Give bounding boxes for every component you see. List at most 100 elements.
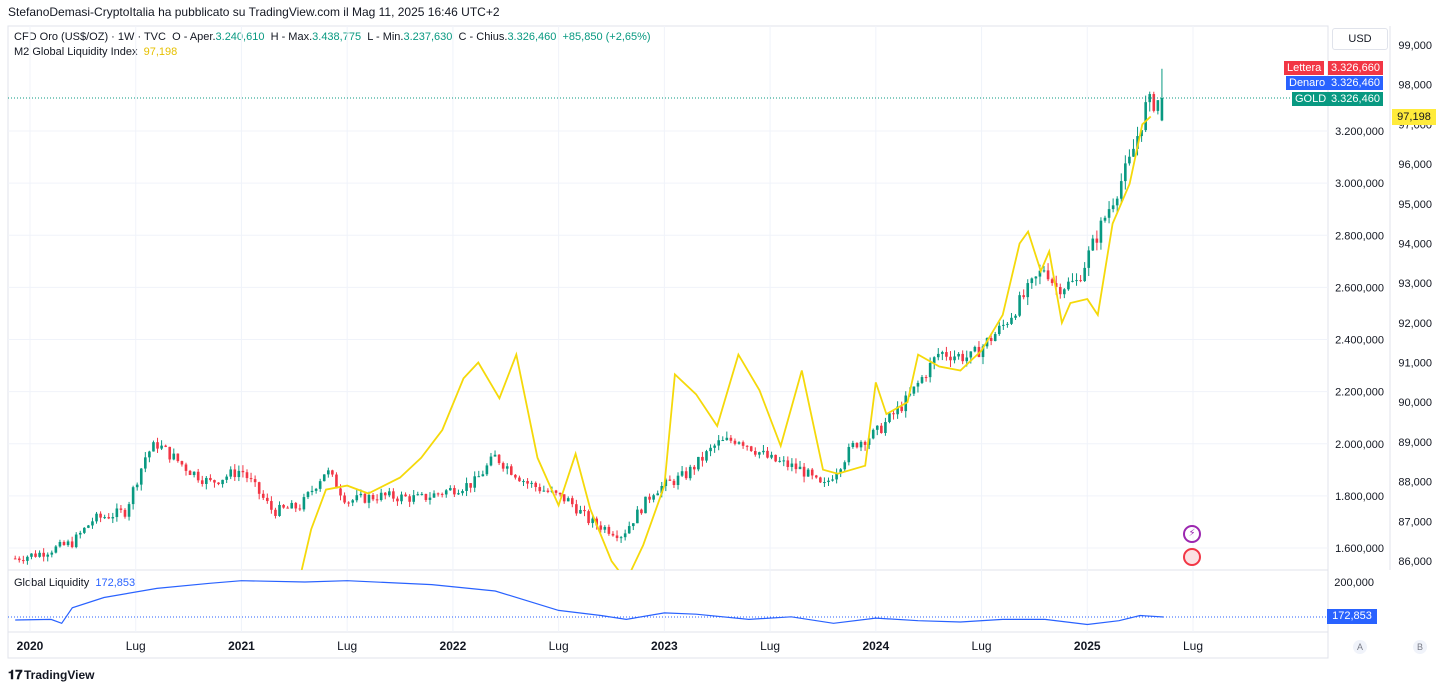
candle-body	[575, 504, 578, 514]
candle-body	[416, 494, 420, 496]
candle-body	[562, 494, 566, 502]
candle-body	[554, 490, 558, 493]
candle-body	[294, 502, 298, 509]
candle-body	[570, 498, 574, 505]
candle-body	[156, 442, 159, 449]
candle-body	[619, 537, 623, 539]
x-tick-label: 2025	[1074, 639, 1101, 653]
candle-body	[440, 493, 444, 495]
brand-name: TradingView	[24, 668, 95, 682]
candle-body	[412, 495, 416, 502]
candle-body	[631, 523, 635, 527]
candle-body	[200, 480, 204, 484]
x-tick-label: Lug	[972, 639, 992, 653]
open-label: O - Aper.	[172, 31, 216, 43]
candle-body	[1067, 281, 1070, 290]
candle-body	[241, 470, 245, 473]
candle-body	[1107, 209, 1111, 218]
m2-scale-tick-label: 92,000	[1398, 318, 1432, 330]
candle-body	[306, 492, 310, 498]
us-flag-event-icon[interactable]	[1183, 548, 1201, 566]
gl-legend[interactable]: Global Liquidity 172,853	[14, 577, 135, 589]
gold-scale-tick-label: 2.200,000	[1335, 387, 1384, 399]
candle-body	[213, 480, 216, 483]
bid-badge: Denaro	[1286, 76, 1329, 90]
candle-body	[1144, 102, 1147, 131]
candle-body	[371, 494, 375, 500]
m2-scale-tick-label: 96,000	[1398, 159, 1432, 171]
ask-badge: Lettera	[1284, 61, 1325, 75]
candle-body	[396, 498, 399, 502]
candle-body	[579, 509, 582, 514]
candle-body	[449, 488, 452, 491]
candle-body	[436, 493, 440, 495]
m2-scale-tick-label: 90,000	[1398, 397, 1432, 409]
candle-body	[404, 494, 407, 497]
candle-body	[347, 502, 350, 504]
ask-badge-value: 3.326,660	[1328, 61, 1383, 75]
candle-body	[542, 490, 546, 492]
symbol-name[interactable]: CFD Oro (US$/OZ) · 1W · TVC	[14, 31, 166, 43]
candle-body	[176, 453, 180, 462]
candle-body	[485, 465, 489, 475]
gold-scale-tick-label: 2.800,000	[1335, 230, 1384, 242]
candle-body	[465, 483, 468, 491]
candle-body	[351, 500, 355, 503]
candle-body	[1034, 276, 1038, 279]
candle-body	[969, 351, 973, 358]
gold-scale-tick-label: 2.600,000	[1335, 282, 1384, 294]
candle-body	[1075, 280, 1078, 282]
candle-body	[91, 521, 94, 526]
candle-body	[518, 477, 521, 482]
candle-body	[74, 534, 78, 548]
m2-legend[interactable]: M2 Global Liquidity Index 97,198	[14, 46, 177, 58]
candle-body	[408, 496, 411, 502]
candle-body	[835, 473, 838, 480]
candle-body	[103, 517, 106, 519]
candle-body	[770, 454, 773, 458]
gl-last-value-label: 172,853	[1327, 609, 1377, 624]
candle-body	[192, 471, 196, 476]
candle-body	[680, 471, 684, 476]
candle-body	[595, 518, 598, 526]
candle-body	[863, 441, 867, 445]
lightning-event-icon[interactable]: ⚡	[1183, 525, 1201, 543]
candle-body	[644, 496, 647, 514]
candle-body	[95, 513, 98, 522]
candle-body	[327, 470, 330, 475]
candle-body	[229, 469, 233, 477]
candle-body	[684, 471, 688, 479]
candle-body	[1010, 317, 1013, 324]
candle-body	[363, 493, 367, 503]
candle-body	[656, 493, 659, 496]
tradingview-logo-icon: 𝟏𝟕	[8, 667, 23, 682]
gold-scale-tick-label: 1.600,000	[1335, 543, 1384, 555]
candle-body	[1156, 100, 1160, 111]
open-value: 3.240,610	[215, 31, 265, 43]
candle-body	[916, 382, 920, 387]
candle-body	[1140, 130, 1143, 137]
auto-scale-button[interactable]: A	[1353, 640, 1367, 654]
candle-body	[607, 526, 611, 534]
candle-body	[38, 552, 41, 557]
candle-body	[514, 474, 517, 478]
log-scale-button[interactable]: B	[1413, 640, 1427, 654]
high-value: 3.438,775	[312, 31, 362, 43]
candle-body	[489, 456, 493, 466]
x-tick-label: Lug	[337, 639, 357, 653]
global-liquidity-line	[15, 580, 1164, 626]
candle-body	[245, 472, 249, 479]
candle-body	[335, 474, 338, 489]
candle-body	[949, 356, 952, 361]
candle-body	[924, 377, 928, 379]
currency-button[interactable]: USD	[1332, 28, 1388, 50]
candle-body	[205, 477, 208, 484]
candle-body	[1099, 220, 1103, 243]
candle-body	[558, 492, 562, 495]
candle-body	[172, 453, 176, 460]
candle-body	[501, 463, 505, 469]
candle-body	[257, 482, 261, 494]
m2-liquidity-line	[300, 115, 1152, 570]
candle-body	[566, 498, 570, 502]
